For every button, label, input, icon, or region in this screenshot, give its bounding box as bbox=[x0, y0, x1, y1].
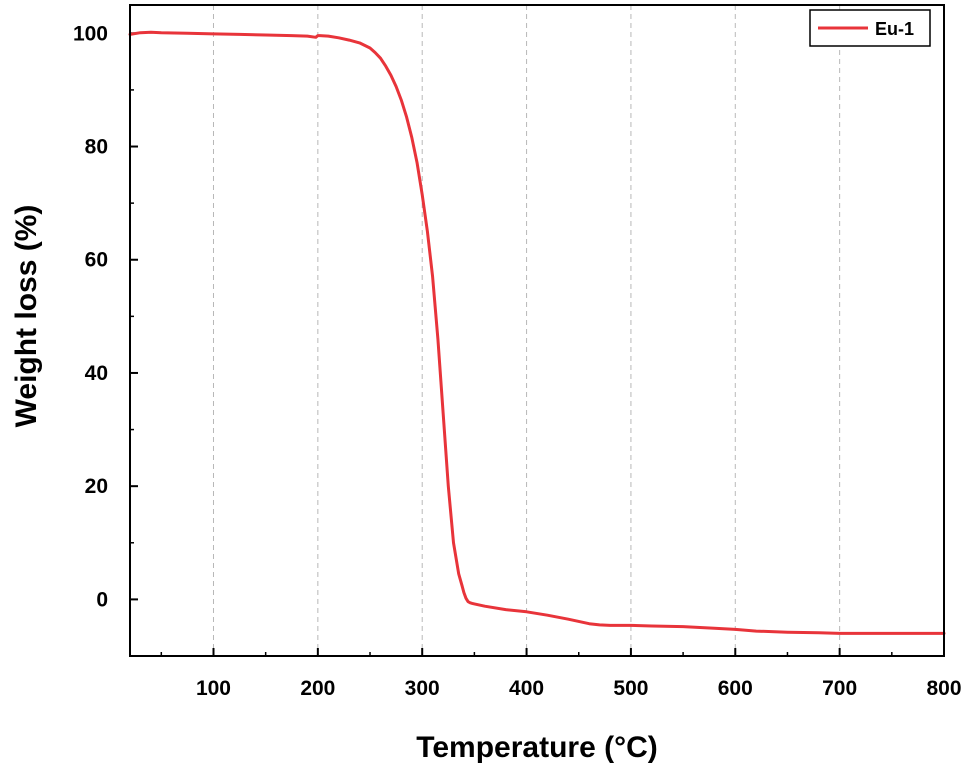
x-tick-label-700: 700 bbox=[822, 677, 857, 700]
y-tick-label-80: 80 bbox=[85, 136, 108, 159]
legend-label-eu-1: Eu-1 bbox=[875, 19, 914, 39]
x-tick-label-600: 600 bbox=[718, 677, 753, 700]
x-tick-label-500: 500 bbox=[613, 677, 648, 700]
y-tick-label-0: 0 bbox=[96, 588, 108, 611]
x-tick-label-300: 300 bbox=[405, 677, 440, 700]
y-tick-label-20: 20 bbox=[85, 475, 108, 498]
grid-lines bbox=[212, 5, 841, 656]
y-axis-title: Weight loss (%) bbox=[10, 205, 43, 428]
x-tick-label-800: 800 bbox=[926, 677, 961, 700]
x-tick-label-400: 400 bbox=[509, 677, 544, 700]
x-tick-label-200: 200 bbox=[300, 677, 335, 700]
legend: Eu-1 bbox=[809, 9, 931, 47]
x-axis-ticks: 100 200 300 400 500 600 700 800 bbox=[160, 648, 962, 700]
x-axis-title: Temperature (°C) bbox=[416, 731, 657, 764]
y-tick-label-60: 60 bbox=[85, 249, 108, 272]
y-axis-ticks: 0 20 40 60 80 100 bbox=[73, 22, 138, 611]
series-layer bbox=[128, 30, 946, 635]
plot-frame bbox=[129, 4, 945, 657]
y-tick-label-40: 40 bbox=[85, 362, 108, 385]
x-tick-label-100: 100 bbox=[196, 677, 231, 700]
series-line-eu-1 bbox=[128, 30, 946, 635]
y-tick-label-100: 100 bbox=[73, 22, 108, 45]
